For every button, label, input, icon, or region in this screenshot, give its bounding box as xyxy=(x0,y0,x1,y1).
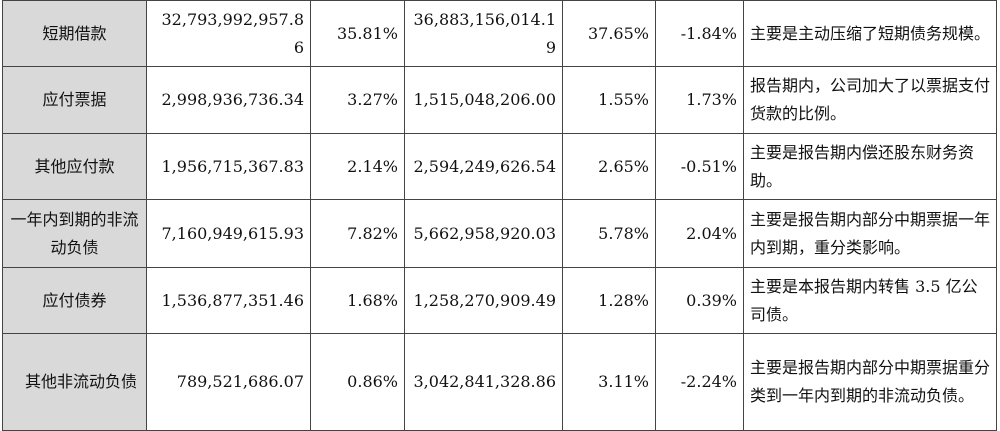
current-amount-cell: 1,956,715,367.83 xyxy=(146,133,311,200)
explanation-cell: 主要是报告期内偿还股东财务资助。 xyxy=(743,133,997,200)
table-row: 其他应付款 1,956,715,367.83 2.14% 2,594,249,6… xyxy=(2,133,997,200)
row-item-label: 其他应付款 xyxy=(2,133,147,200)
explanation-cell: 主要是本报告期内转售 3.5 亿公司债。 xyxy=(743,267,997,334)
prior-ratio-cell: 2.65% xyxy=(562,133,656,200)
current-amount-cell: 7,160,949,615.93 xyxy=(146,199,311,268)
change-cell: 2.04% xyxy=(655,199,744,268)
table-row: 应付债券 1,536,877,351.46 1.68% 1,258,270,90… xyxy=(2,267,997,334)
table-row: 应付票据 2,998,936,736.34 3.27% 1,515,048,20… xyxy=(2,66,997,134)
row-item-label: 一年内到期的非流动负债 xyxy=(2,199,147,268)
prior-amount-cell: 3,042,841,328.86 xyxy=(404,333,563,431)
current-ratio-cell: 3.27% xyxy=(310,66,405,134)
prior-amount-cell: 1,258,270,909.49 xyxy=(404,267,563,334)
current-amount-cell: 32,793,992,957.86 xyxy=(146,0,311,67)
prior-amount-cell: 2,594,249,626.54 xyxy=(404,133,563,200)
change-cell: 0.39% xyxy=(655,267,744,334)
table-row: 其他非流动负债 789,521,686.07 0.86% 3,042,841,3… xyxy=(2,333,997,431)
prior-amount-cell: 1,515,048,206.00 xyxy=(404,66,563,134)
prior-amount-cell: 5,662,958,920.03 xyxy=(404,199,563,268)
prior-ratio-cell: 5.78% xyxy=(562,199,656,268)
current-ratio-cell: 0.86% xyxy=(310,333,405,431)
change-cell: -2.24% xyxy=(655,333,744,431)
current-ratio-cell: 2.14% xyxy=(310,133,405,200)
prior-ratio-cell: 3.11% xyxy=(562,333,656,431)
change-cell: -1.84% xyxy=(655,0,744,67)
row-item-label: 短期借款 xyxy=(2,0,147,67)
current-ratio-cell: 1.68% xyxy=(310,267,405,334)
explanation-cell: 主要是报告期内部分中期票据一年内到期，重分类影响。 xyxy=(743,199,997,268)
change-cell: 1.73% xyxy=(655,66,744,134)
row-item-label: 应付票据 xyxy=(2,66,147,134)
current-amount-cell: 789,521,686.07 xyxy=(146,333,311,431)
row-item-label: 其他非流动负债 xyxy=(2,333,147,431)
current-amount-cell: 2,998,936,736.34 xyxy=(146,66,311,134)
row-item-label: 应付债券 xyxy=(2,267,147,334)
explanation-cell: 报告期内，公司加大了以票据支付货款的比例。 xyxy=(743,66,997,134)
current-amount-cell: 1,536,877,351.46 xyxy=(146,267,311,334)
change-cell: -0.51% xyxy=(655,133,744,200)
table-row: 一年内到期的非流动负债 7,160,949,615.93 7.82% 5,662… xyxy=(2,199,997,268)
current-ratio-cell: 35.81% xyxy=(310,0,405,67)
current-ratio-cell: 7.82% xyxy=(310,199,405,268)
prior-ratio-cell: 1.55% xyxy=(562,66,656,134)
prior-ratio-cell: 37.65% xyxy=(562,0,656,67)
prior-ratio-cell: 1.28% xyxy=(562,267,656,334)
explanation-cell: 主要是报告期内部分中期票据重分类到一年内到期的非流动负债。 xyxy=(743,333,997,431)
explanation-cell: 主要是主动压缩了短期债务规模。 xyxy=(743,0,997,67)
table-row: 短期借款 32,793,992,957.86 35.81% 36,883,156… xyxy=(2,0,997,67)
prior-amount-cell: 36,883,156,014.19 xyxy=(404,0,563,67)
